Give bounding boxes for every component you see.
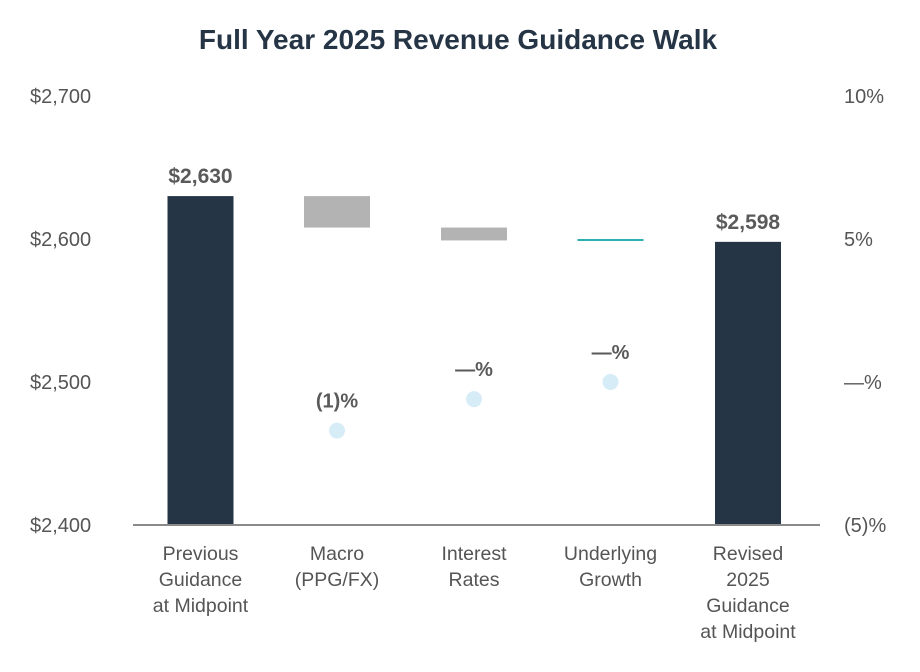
category-label-line: Guidance	[159, 569, 242, 591]
left-axis-tick-label: $2,400	[30, 515, 91, 537]
category-label-line: Previous	[163, 543, 239, 565]
percent-marker	[602, 374, 619, 390]
category-label-line: at Midpoint	[153, 595, 249, 617]
right-axis-tick-label: 5%	[844, 229, 873, 251]
left-axis-ticks: $2,700 $2,600 $2,500 $2,400	[30, 86, 91, 537]
category-label-line: Underlying	[564, 543, 657, 565]
category-label: Underlying Growth	[564, 543, 657, 591]
total-bar-value-label: $2,630	[168, 165, 232, 188]
total-bar	[167, 196, 234, 525]
category-label-line: Revised	[713, 543, 783, 565]
category-label-line: (PPG/FX)	[295, 569, 380, 591]
category-label: Interest Rates	[441, 543, 507, 591]
chart-title: Full Year 2025 Revenue Guidance Walk	[199, 24, 718, 55]
decrease-bar	[441, 227, 507, 241]
increase-bar	[577, 239, 644, 241]
right-axis-tick-label: 10%	[844, 86, 884, 108]
category-label-line: 2025	[726, 569, 770, 591]
right-axis-tick-label: (5)%	[844, 515, 886, 537]
left-axis-tick-label: $2,500	[30, 372, 91, 394]
left-axis-tick-label: $2,700	[30, 86, 91, 108]
category-label-line: Macro	[310, 543, 364, 565]
right-axis-ticks: 10% 5% —% (5)%	[844, 86, 886, 537]
growth-percent-markers: (1)% —% —%	[316, 342, 630, 439]
waterfall-bars: $2,630 $2,598	[167, 165, 781, 526]
category-label: Revised 2025 Guidance at Midpoint	[700, 543, 796, 643]
category-label-line: Growth	[579, 569, 642, 591]
category-labels: Previous Guidance at Midpoint Macro (PPG/FX)…	[153, 543, 796, 643]
category-label-line: Interest	[441, 543, 507, 565]
right-axis-tick-label: —%	[844, 372, 882, 394]
left-axis-tick-label: $2,600	[30, 229, 91, 251]
percent-marker	[329, 422, 345, 439]
percent-marker-label: (1)%	[316, 391, 358, 413]
percent-marker	[466, 391, 482, 408]
total-bar-value-label: $2,598	[716, 211, 781, 234]
total-bar	[715, 241, 781, 526]
category-label-line: Rates	[449, 569, 500, 591]
decrease-bar	[304, 196, 370, 228]
percent-marker-label: —%	[592, 342, 630, 364]
category-label-line: Guidance	[706, 595, 789, 617]
category-label: Previous Guidance at Midpoint	[153, 543, 249, 617]
category-label-line: at Midpoint	[700, 621, 796, 643]
category-label: Macro (PPG/FX)	[295, 543, 380, 591]
percent-marker-label: —%	[455, 359, 493, 381]
